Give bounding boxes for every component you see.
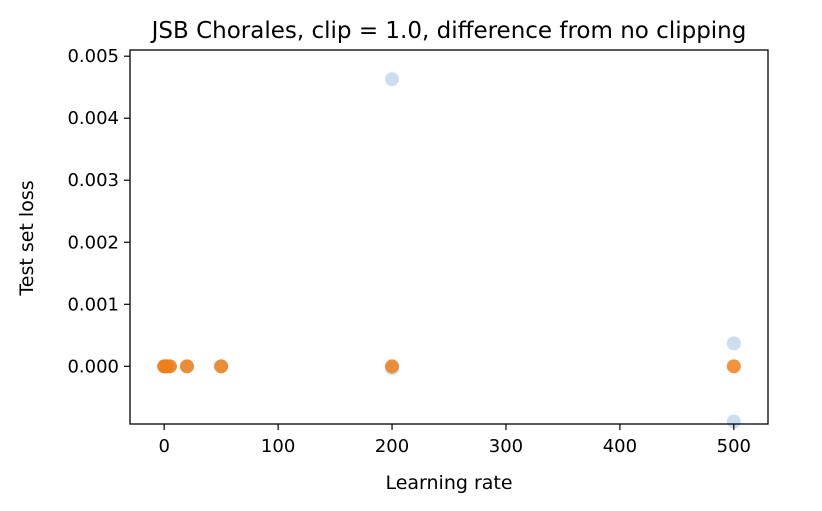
y-axis-label: Test set loss xyxy=(16,180,38,296)
chart-title: JSB Chorales, clip = 1.0, difference fro… xyxy=(150,18,747,44)
x-axis-label: Learning rate xyxy=(385,472,512,494)
y-tick-label: 0.003 xyxy=(67,170,119,191)
x-tick-label: 500 xyxy=(717,436,751,457)
data-point-series-2 xyxy=(214,359,229,374)
data-points xyxy=(157,72,741,429)
x-axis: 0 100 200 300 400 500 xyxy=(158,424,751,457)
x-tick-label: 100 xyxy=(261,436,295,457)
data-point-series-1 xyxy=(726,414,741,429)
x-tick-label: 300 xyxy=(489,436,523,457)
data-point-series-2 xyxy=(162,359,177,374)
data-point-series-2 xyxy=(385,359,400,374)
plot-frame xyxy=(129,49,769,425)
y-tick-label: 0.001 xyxy=(67,294,119,315)
y-tick-label: 0.005 xyxy=(67,46,119,67)
data-point-series-1 xyxy=(385,72,400,87)
y-tick-label: 0.002 xyxy=(67,232,119,253)
data-point-series-1 xyxy=(726,336,741,351)
x-tick-label: 200 xyxy=(375,436,409,457)
x-tick-label: 400 xyxy=(603,436,637,457)
data-point-series-2 xyxy=(179,359,194,374)
y-axis: 0.000 0.001 0.002 0.003 0.004 0.005 xyxy=(67,46,130,377)
y-tick-label: 0.004 xyxy=(67,108,119,129)
data-point-series-2 xyxy=(726,359,741,374)
y-tick-label: 0.000 xyxy=(67,356,119,377)
x-tick-label: 0 xyxy=(158,436,169,457)
